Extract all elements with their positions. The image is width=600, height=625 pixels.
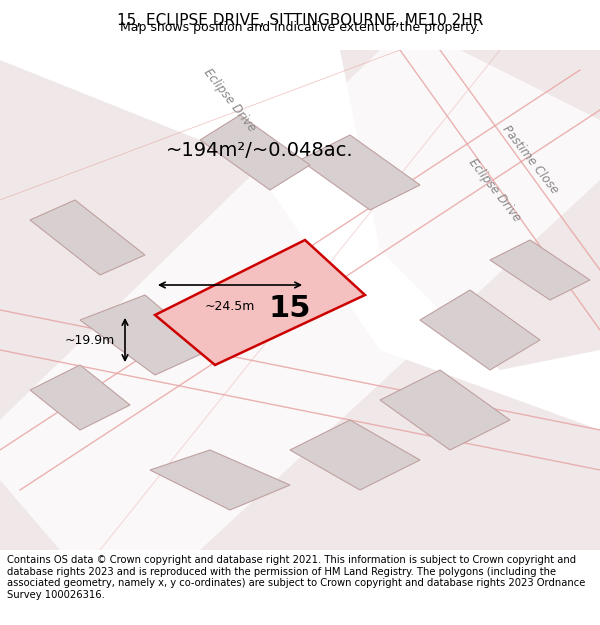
Text: ~19.9m: ~19.9m <box>65 334 115 346</box>
Polygon shape <box>290 420 420 490</box>
Text: Pastime Close: Pastime Close <box>499 123 560 197</box>
Polygon shape <box>340 50 600 370</box>
Polygon shape <box>80 295 210 375</box>
Polygon shape <box>155 240 365 365</box>
Polygon shape <box>300 135 420 210</box>
Polygon shape <box>490 240 590 300</box>
Polygon shape <box>30 200 145 275</box>
Text: ~194m²/~0.048ac.: ~194m²/~0.048ac. <box>166 141 354 159</box>
Text: Map shows position and indicative extent of the property.: Map shows position and indicative extent… <box>120 21 480 34</box>
Text: ~24.5m: ~24.5m <box>205 300 255 313</box>
Text: Eclipse Drive: Eclipse Drive <box>202 66 259 134</box>
Polygon shape <box>0 60 600 550</box>
Polygon shape <box>420 290 540 370</box>
Text: Contains OS data © Crown copyright and database right 2021. This information is : Contains OS data © Crown copyright and d… <box>7 555 586 600</box>
Polygon shape <box>30 365 130 430</box>
Text: Eclipse Drive: Eclipse Drive <box>466 156 524 224</box>
Text: 15, ECLIPSE DRIVE, SITTINGBOURNE, ME10 2HR: 15, ECLIPSE DRIVE, SITTINGBOURNE, ME10 2… <box>117 13 483 28</box>
Polygon shape <box>150 450 290 510</box>
Polygon shape <box>200 115 310 190</box>
Polygon shape <box>380 370 510 450</box>
Polygon shape <box>0 50 600 550</box>
Text: 15: 15 <box>269 294 311 323</box>
